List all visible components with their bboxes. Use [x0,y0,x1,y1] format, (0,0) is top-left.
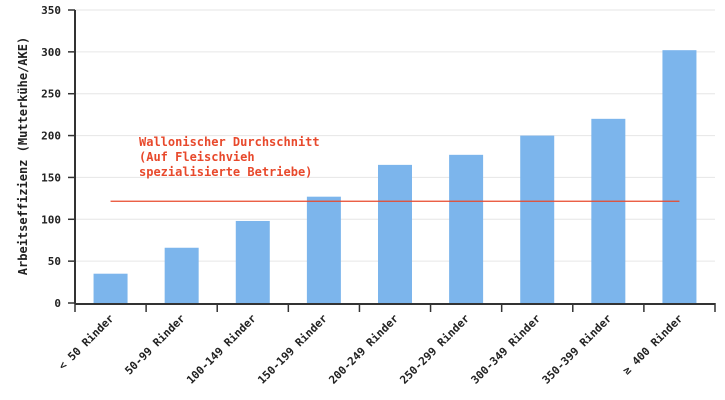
y-tick-label: 150 [41,171,61,184]
y-tick-label: 200 [41,130,61,143]
y-tick-label: 100 [41,213,61,226]
bar [306,196,341,303]
bar [449,154,484,303]
x-tick-label: 50-99 Rinder [122,312,188,378]
bar [520,135,555,303]
bar [591,118,626,303]
y-tick-label: 350 [41,4,61,17]
bar [164,247,199,303]
x-tick-label: 150-199 Rinder [255,312,330,387]
x-tick-label: 200-249 Rinder [326,312,401,387]
annotation-line: (Auf Fleischvieh [139,150,255,164]
x-tick-label: 300-349 Rinder [469,312,544,387]
y-axis-title: Arbeitseffizienz (Mutterkühe/AKE) [16,37,30,275]
bar [378,164,412,303]
y-tick-label: 300 [41,46,61,59]
y-tick-label: 0 [54,297,61,310]
bar [93,273,128,303]
x-tick-label: 350-399 Rinder [540,312,615,387]
y-tick-label: 250 [41,88,61,101]
reference-annotation: Wallonischer Durchschnitt (Auf Fleischvie… [139,135,320,179]
y-axis: 0 50 100 150 200 250 300 350 [41,4,76,310]
bar [662,50,697,303]
x-tick-label: 100-149 Rinder [184,312,259,387]
y-tick-label: 50 [48,255,61,268]
annotation-line: Wallonischer Durchschnitt [139,135,320,149]
x-tick-label: 250-299 Rinder [397,312,472,387]
bars [93,50,697,303]
x-tick-label: ≥ 400 Rinder [620,312,686,378]
annotation-line: spezialisierte Betriebe) [139,165,312,179]
x-tick-label: < 50 Rinder [56,312,117,373]
bar [235,220,270,303]
